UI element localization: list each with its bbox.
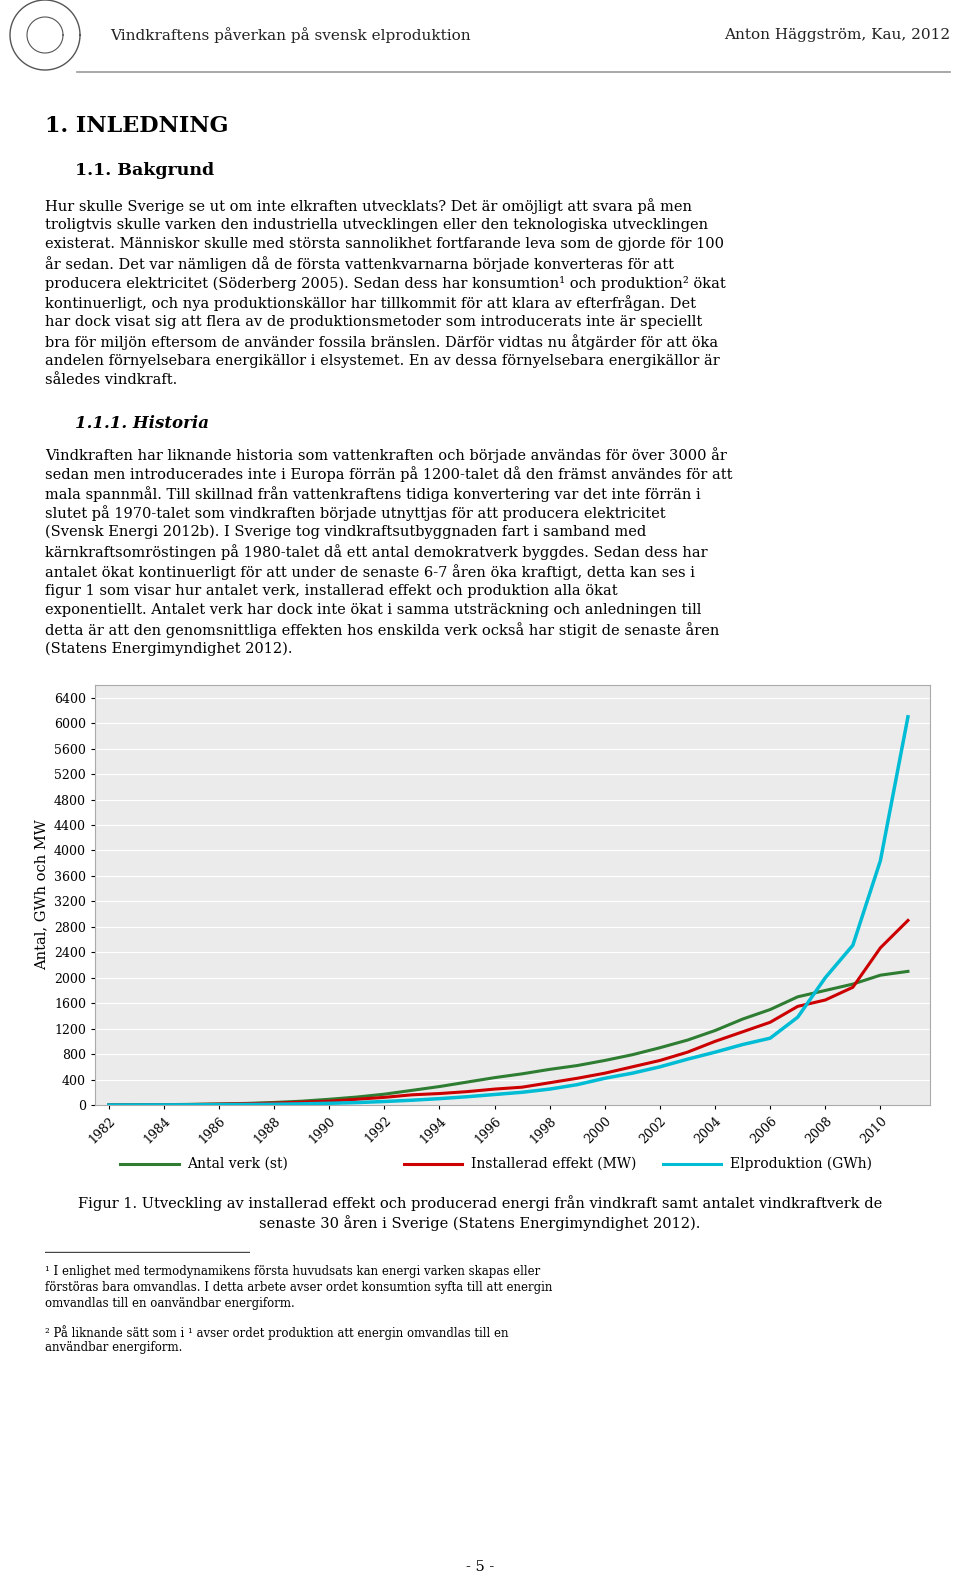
Text: andelen förnyelsebara energikällor i elsystemet. En av dessa förnyelsebara energ: andelen förnyelsebara energikällor i els… xyxy=(45,354,720,368)
Text: Antal verk (st): Antal verk (st) xyxy=(187,1157,288,1172)
Text: användbar energiform.: användbar energiform. xyxy=(45,1341,182,1353)
Text: Figur 1. Utveckling av installerad effekt och producerad energi från vindkraft s: Figur 1. Utveckling av installerad effek… xyxy=(78,1195,882,1211)
Text: 1. INLEDNING: 1. INLEDNING xyxy=(45,115,228,138)
Text: (Statens Energimyndighet 2012).: (Statens Energimyndighet 2012). xyxy=(45,642,293,656)
Text: slutet på 1970-talet som vindkraften började utnyttjas för att producera elektri: slutet på 1970-talet som vindkraften bör… xyxy=(45,506,665,522)
Text: kontinuerligt, och nya produktionskällor har tillkommit för att klara av efterfr: kontinuerligt, och nya produktionskällor… xyxy=(45,296,696,311)
Text: troligtvis skulle varken den industriella utvecklingen eller den teknologiska ut: troligtvis skulle varken den industriell… xyxy=(45,218,708,231)
Text: förstöras bara omvandlas. I detta arbete avser ordet konsumtion syfta till att e: förstöras bara omvandlas. I detta arbete… xyxy=(45,1281,552,1293)
Text: år sedan. Det var nämligen då de första vattenkvarnarna började konverteras för : år sedan. Det var nämligen då de första … xyxy=(45,256,674,272)
Text: detta är att den genomsnittliga effekten hos enskilda verk också har stigit de s: detta är att den genomsnittliga effekten… xyxy=(45,623,719,639)
Text: Vindkraften har liknande historia som vattenkraften och började användas för öve: Vindkraften har liknande historia som va… xyxy=(45,447,727,463)
Text: sedan men introducerades inte i Europa förrän på 1200-talet då den främst använd: sedan men introducerades inte i Europa f… xyxy=(45,466,732,482)
Text: Hur skulle Sverige se ut om inte elkraften utvecklats? Det är omöjligt att svara: Hur skulle Sverige se ut om inte elkraft… xyxy=(45,198,692,213)
Text: 1.1.1. Historia: 1.1.1. Historia xyxy=(75,414,209,432)
Text: kärnkraftsomröstingen på 1980-talet då ett antal demokratverk byggdes. Sedan des: kärnkraftsomröstingen på 1980-talet då e… xyxy=(45,544,708,560)
Text: ² På liknande sätt som i ¹ avser ordet produktion att energin omvandlas till en: ² På liknande sätt som i ¹ avser ordet p… xyxy=(45,1325,509,1339)
Text: har dock visat sig att flera av de produktionsmetoder som introducerats inte är : har dock visat sig att flera av de produ… xyxy=(45,315,703,329)
Text: Vindkraftens påverkan på svensk elproduktion: Vindkraftens påverkan på svensk elproduk… xyxy=(110,27,470,43)
Text: antalet ökat kontinuerligt för att under de senaste 6-7 åren öka kraftigt, detta: antalet ökat kontinuerligt för att under… xyxy=(45,564,695,580)
Text: producera elektricitet (Söderberg 2005). Sedan dess har konsumtion¹ och produkti: producera elektricitet (Söderberg 2005).… xyxy=(45,277,726,291)
Text: (Svensk Energi 2012b). I Sverige tog vindkraftsutbyggnaden fart i samband med: (Svensk Energi 2012b). I Sverige tog vin… xyxy=(45,525,646,539)
Text: 1.1. Bakgrund: 1.1. Bakgrund xyxy=(75,161,214,179)
Text: existerat. Människor skulle med största sannolikhet fortfarande leva som de gjor: existerat. Människor skulle med största … xyxy=(45,237,724,251)
Text: exponentiellt. Antalet verk har dock inte ökat i samma utsträckning och anlednin: exponentiellt. Antalet verk har dock int… xyxy=(45,602,702,617)
Text: - 5 -: - 5 - xyxy=(466,1560,494,1575)
Text: Elproduktion (GWh): Elproduktion (GWh) xyxy=(730,1157,872,1172)
Y-axis label: Antal, GWh och MW: Antal, GWh och MW xyxy=(35,819,48,971)
Text: mala spannmål. Till skillnad från vattenkraftens tidiga konvertering var det int: mala spannmål. Till skillnad från vatten… xyxy=(45,485,701,501)
Text: således vindkraft.: således vindkraft. xyxy=(45,373,178,387)
Text: senaste 30 åren i Sverige (Statens Energimyndighet 2012).: senaste 30 åren i Sverige (Statens Energ… xyxy=(259,1216,701,1232)
Text: ¹ I enlighet med termodynamikens första huvudsats kan energi varken skapas eller: ¹ I enlighet med termodynamikens första … xyxy=(45,1265,540,1277)
Text: omvandlas till en oanvändbar energiform.: omvandlas till en oanvändbar energiform. xyxy=(45,1296,295,1311)
Text: bra för miljön eftersom de använder fossila bränslen. Därför vidtas nu åtgärder : bra för miljön eftersom de använder foss… xyxy=(45,335,718,351)
Text: Anton Häggström, Kau, 2012: Anton Häggström, Kau, 2012 xyxy=(724,28,950,43)
Text: Installerad effekt (MW): Installerad effekt (MW) xyxy=(470,1157,636,1172)
Text: figur 1 som visar hur antalet verk, installerad effekt och produktion alla ökat: figur 1 som visar hur antalet verk, inst… xyxy=(45,583,617,598)
